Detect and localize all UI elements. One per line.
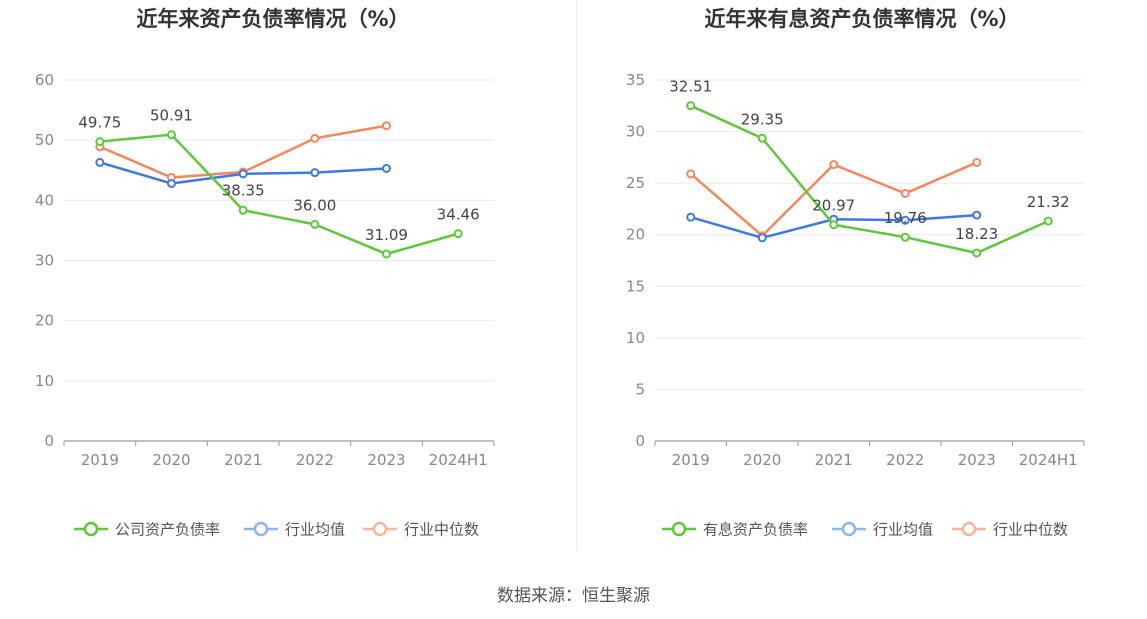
x-tick-label: 2019	[672, 451, 710, 469]
data-point[interactable]	[900, 232, 910, 242]
series-line	[690, 104, 1049, 255]
data-point[interactable]	[972, 210, 982, 220]
legend-label: 有息资产负债率	[703, 521, 808, 539]
legend-marker	[372, 521, 388, 537]
data-point[interactable]	[972, 248, 982, 258]
data-point[interactable]	[310, 219, 320, 229]
data-point[interactable]	[900, 188, 910, 198]
data-point[interactable]	[1043, 216, 1053, 226]
legend-item[interactable]: 行业中位数	[952, 521, 1068, 539]
data-label: 19.76	[884, 209, 927, 227]
y-tick-label: 0	[44, 432, 54, 450]
x-tick-label: 2021	[815, 451, 853, 469]
y-tick-label: 40	[35, 191, 54, 209]
legend-marker	[671, 521, 687, 537]
data-label: 36.00	[293, 196, 336, 214]
legend-item[interactable]: 行业中位数	[363, 521, 479, 539]
legend-item[interactable]: 行业均值	[244, 521, 345, 539]
y-tick-label: 25	[626, 174, 645, 192]
legend-item[interactable]: 公司资产负债率	[74, 521, 220, 539]
data-point[interactable]	[829, 220, 839, 230]
x-tick-label: 2022	[296, 451, 334, 469]
data-label: 31.09	[365, 226, 408, 244]
data-point[interactable]	[167, 130, 176, 140]
data-point[interactable]	[686, 169, 696, 179]
data-label: 29.35	[741, 110, 784, 128]
data-source-note: 数据来源：恒生聚源	[497, 586, 650, 606]
debt-ratio-chart: 近年来资产负债率情况（%） 0 10 20 30 40 50 60 2019 2020 2021 20…	[35, 7, 495, 539]
y-tick-label: 50	[35, 131, 54, 149]
y-tick-label: 20	[626, 226, 645, 244]
data-point[interactable]	[972, 158, 982, 168]
y-tick-label: 30	[626, 123, 645, 141]
x-tick-label: 2022	[886, 451, 924, 469]
y-tick-label: 0	[635, 432, 645, 450]
data-point[interactable]	[686, 212, 696, 222]
legend-label: 行业中位数	[993, 521, 1068, 539]
interest-debt-ratio-chart: 近年来有息资产负债率情况（%） 0 5 10 15 20 25 30 35 2019 2020 202…	[626, 7, 1085, 539]
y-tick-label: 10	[35, 372, 54, 390]
x-tick-label: 2024H1	[1019, 451, 1078, 469]
data-point[interactable]	[382, 121, 391, 131]
legend-label: 行业均值	[873, 521, 933, 539]
y-tick-label: 5	[635, 380, 645, 398]
data-point[interactable]	[829, 160, 839, 170]
panel-divider	[576, 0, 577, 550]
legend-marker	[83, 521, 99, 537]
x-tick-label: 2019	[81, 451, 119, 469]
data-point[interactable]	[310, 133, 320, 143]
data-point[interactable]	[310, 168, 320, 178]
data-point[interactable]	[686, 101, 696, 111]
y-tick-label: 15	[626, 277, 645, 295]
data-point[interactable]	[238, 205, 248, 215]
x-tick-label: 2020	[152, 451, 190, 469]
data-point[interactable]	[453, 229, 463, 239]
data-point[interactable]	[95, 157, 105, 167]
legend-marker	[961, 521, 977, 537]
data-point[interactable]	[167, 178, 176, 188]
chart-title: 近年来资产负债率情况（%）	[136, 7, 409, 31]
data-label: 38.35	[222, 181, 265, 199]
y-tick-label: 10	[626, 329, 645, 347]
x-tick-label: 2021	[224, 451, 262, 469]
data-point[interactable]	[382, 163, 391, 173]
legend-marker	[253, 521, 269, 537]
data-label: 32.51	[669, 78, 712, 96]
data-label: 50.91	[150, 107, 193, 125]
legend-label: 行业均值	[285, 521, 345, 539]
series-line	[99, 133, 459, 256]
legend-item[interactable]: 有息资产负债率	[662, 521, 808, 539]
y-tick-label: 35	[626, 71, 645, 89]
x-tick-label: 2024H1	[429, 451, 488, 469]
x-tick-label: 2020	[743, 451, 781, 469]
data-point[interactable]	[757, 233, 767, 243]
chart-title: 近年来有息资产负债率情况（%）	[704, 7, 1019, 31]
data-label: 49.75	[78, 114, 121, 132]
data-point[interactable]	[238, 169, 248, 179]
y-tick-label: 30	[35, 252, 54, 270]
data-point[interactable]	[900, 215, 910, 225]
legend-marker	[841, 521, 857, 537]
data-label: 18.23	[955, 225, 998, 243]
x-tick-label: 2023	[958, 451, 996, 469]
data-label: 21.32	[1027, 193, 1070, 211]
legend-label: 行业中位数	[404, 521, 479, 539]
data-label: 34.46	[437, 206, 480, 224]
y-tick-label: 20	[35, 312, 54, 330]
data-point[interactable]	[382, 249, 391, 259]
legend-item[interactable]: 行业均值	[832, 521, 933, 539]
legend-label: 公司资产负债率	[115, 521, 220, 539]
y-tick-label: 60	[35, 71, 54, 89]
data-point[interactable]	[757, 133, 767, 143]
data-label: 20.97	[812, 197, 855, 215]
x-tick-label: 2023	[367, 451, 405, 469]
data-point[interactable]	[95, 137, 105, 147]
